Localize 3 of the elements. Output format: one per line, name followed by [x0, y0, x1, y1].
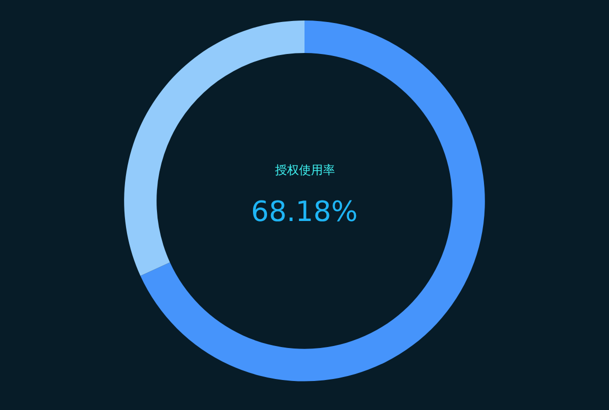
data-label: 68.18% [251, 195, 358, 228]
donut-slice [140, 20, 485, 382]
text: 授权使用率 [275, 163, 335, 177]
